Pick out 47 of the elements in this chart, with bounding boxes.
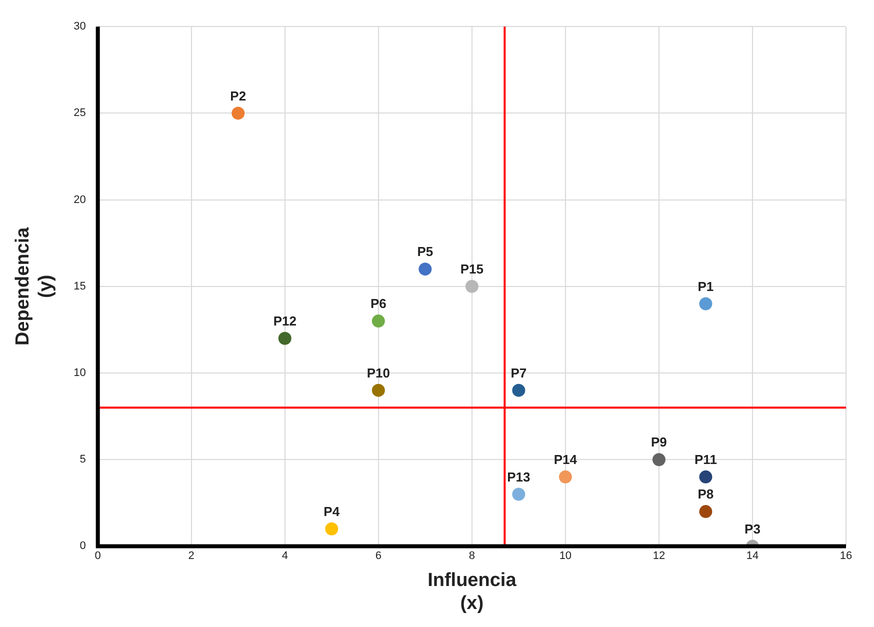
x-tick-label: 10 (559, 550, 572, 562)
series-label: P13 (507, 469, 530, 484)
point (512, 488, 526, 501)
x-tick-label: 12 (652, 550, 666, 562)
point (372, 314, 385, 328)
point (512, 384, 526, 397)
x-axis-title: Influencia (x) (428, 570, 517, 614)
point (699, 505, 712, 518)
y-tick-label: 10 (74, 367, 86, 380)
point (699, 297, 712, 310)
y-tick-label: 15 (74, 280, 86, 292)
point (558, 470, 572, 484)
series-label: P14 (554, 452, 578, 467)
series-label: P9 (651, 434, 667, 450)
series-label: P11 (694, 452, 717, 467)
y-tick-label: 5 (80, 454, 86, 466)
y-tick-label: 20 (74, 194, 86, 206)
series-label: P6 (370, 296, 386, 312)
series-label: P3 (744, 521, 760, 536)
point (232, 106, 245, 120)
y-tick-label: 25 (74, 107, 86, 120)
point (278, 332, 292, 345)
y-tick-label: 30 (74, 20, 86, 33)
x-tick-label: 0 (94, 550, 101, 562)
point (372, 384, 385, 397)
series-label: P5 (417, 244, 434, 260)
series-label: P8 (698, 486, 714, 502)
point (418, 262, 432, 276)
series-label: P7 (510, 365, 527, 380)
series-label: P10 (366, 365, 390, 380)
series-label: P4 (324, 504, 340, 519)
point (699, 470, 712, 484)
x-tick-label: 8 (468, 550, 475, 562)
series-label: P2 (230, 88, 246, 104)
point (652, 453, 666, 466)
x-tick-label: 16 (840, 550, 852, 562)
x-tick-label: 6 (375, 550, 382, 562)
point (325, 522, 338, 536)
series-label: P1 (698, 278, 714, 294)
point (465, 280, 478, 293)
series-label: P12 (273, 313, 296, 328)
x-tick-label: 2 (188, 550, 194, 562)
series-label: P15 (460, 261, 484, 276)
x-tick-label: 4 (282, 550, 288, 562)
y-axis-title: Dependencia (y) (12, 226, 56, 346)
y-tick-label: 0 (80, 540, 86, 552)
x-tick-label: 14 (746, 550, 759, 562)
